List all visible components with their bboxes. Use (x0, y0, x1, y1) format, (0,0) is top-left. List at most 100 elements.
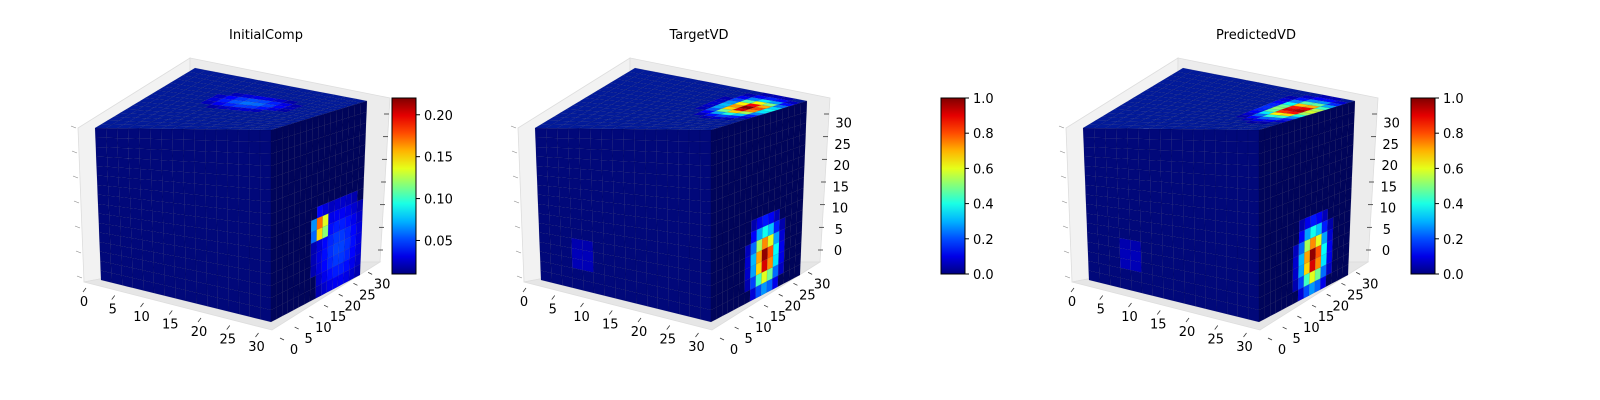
x-tick-label: 10 (573, 310, 590, 325)
voxel-cell (580, 199, 593, 212)
voxel-cell (546, 156, 559, 168)
x-tick (168, 310, 173, 315)
voxel-cell (1126, 128, 1139, 140)
y-tick-label: 30 (374, 277, 391, 292)
voxel-cell (161, 149, 173, 161)
voxel-cell (300, 142, 307, 157)
voxel-cell (611, 128, 624, 140)
x-tick-label: 5 (549, 303, 557, 318)
voxel-cell (1181, 128, 1194, 141)
voxel-cell (1300, 149, 1307, 164)
voxel-cell (1140, 221, 1152, 234)
voxel-cell (128, 138, 140, 149)
voxel-cell (288, 134, 296, 149)
voxel-cell (734, 155, 741, 170)
voxel-cell (645, 217, 658, 231)
voxel-cell (1149, 170, 1162, 182)
voxel-cell (108, 205, 121, 217)
voxel-cell (689, 258, 701, 273)
voxel-cell (678, 175, 690, 189)
voxel-cell (108, 195, 120, 207)
voxel-cell (623, 182, 636, 195)
voxel-cell (1117, 168, 1129, 180)
voxel-cell (1137, 128, 1150, 140)
voxel-cell (276, 137, 284, 153)
voxel-cell (657, 241, 669, 255)
y-tick-label: 5 (745, 332, 753, 347)
colorbar-tick-label: 0.6 (1443, 162, 1464, 177)
voxel-cell (109, 214, 121, 227)
voxel-cell (667, 197, 679, 211)
voxel-cell (1095, 185, 1108, 198)
voxel-cell (752, 126, 759, 141)
voxel-cell (746, 163, 753, 178)
voxel-cell (139, 138, 151, 150)
voxel-cell (613, 192, 625, 205)
voxel-cell (746, 128, 753, 143)
voxel-cell (776, 108, 784, 122)
voxel-cell (794, 102, 802, 116)
voxel-cell (569, 198, 582, 210)
voxel-cell (1171, 150, 1183, 162)
voxel-cell (740, 142, 747, 157)
voxel-cell (1270, 136, 1278, 151)
voxel-cell (689, 246, 701, 261)
voxel-cell (312, 126, 319, 141)
voxel-cell (666, 129, 679, 142)
voxel-cell (601, 139, 613, 151)
voxel-cell (173, 234, 186, 248)
voxel-cell (1215, 208, 1227, 223)
y-tick (279, 337, 285, 341)
voxel-cell (740, 130, 747, 145)
voxel-cell (117, 157, 130, 169)
voxel-cell (722, 147, 729, 163)
voxel-cell (276, 173, 283, 189)
voxel-cell (1204, 174, 1216, 187)
voxel-cell (270, 151, 278, 167)
y-tick (338, 293, 343, 297)
voxel-cell (1258, 175, 1266, 191)
z-tick-left (514, 225, 521, 229)
voxel-cell (710, 139, 718, 155)
voxel-cell (1226, 210, 1238, 224)
y-tick-label: 25 (799, 288, 816, 303)
voxel-cell (270, 163, 278, 179)
voxel-cell (1160, 181, 1173, 194)
voxel-cell (294, 132, 302, 147)
voxel-cell (1204, 218, 1216, 233)
y-tick (1326, 293, 1331, 297)
cube-face-top (94, 67, 368, 131)
voxel-cell (600, 128, 613, 140)
colorbar-tick-label: 0.05 (424, 234, 453, 249)
voxel-cell (678, 187, 690, 201)
voxel-cell (1160, 171, 1173, 183)
voxel-cell (688, 129, 701, 142)
x-tick (1070, 287, 1075, 293)
y-tick (1282, 326, 1287, 330)
y-tick (1341, 282, 1346, 286)
voxel-cell (716, 161, 723, 177)
x-tick (197, 317, 202, 323)
voxel-cell (635, 216, 647, 229)
voxel-cell (1182, 172, 1194, 185)
voxel-cell (722, 171, 729, 186)
voxel-cell (613, 224, 626, 237)
x-tick-label: 25 (659, 333, 676, 348)
voxel-cell (138, 128, 151, 140)
voxel-cell (689, 188, 701, 202)
voxel-cell (589, 128, 602, 140)
voxel-cell (306, 151, 313, 166)
voxel-cell (106, 137, 118, 149)
z-tick-label: 5 (1383, 223, 1391, 238)
voxel-cell (227, 208, 239, 223)
voxel-cell (1215, 163, 1227, 176)
z-tick-left (512, 175, 519, 179)
voxel-cell (689, 304, 701, 320)
voxel-cell (249, 258, 261, 273)
voxel-cell (1182, 150, 1194, 163)
voxel-cell (276, 209, 283, 224)
voxel-cell (348, 115, 355, 129)
voxel-cell (1247, 165, 1260, 179)
voxel-cell (206, 250, 218, 265)
y-tick-label: 10 (315, 321, 332, 336)
